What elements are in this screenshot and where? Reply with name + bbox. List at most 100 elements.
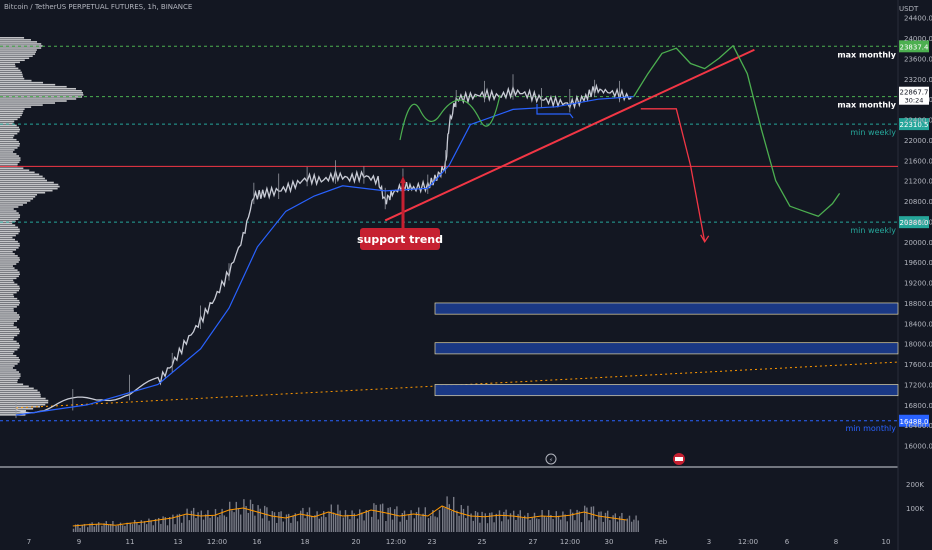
volume-bar xyxy=(633,519,635,532)
volume-profile-bar xyxy=(0,77,25,80)
volume-bar xyxy=(166,525,169,532)
volume-profile-bar xyxy=(0,81,44,84)
volume-profile-bar xyxy=(0,171,35,174)
volume-profile-bar xyxy=(0,346,20,349)
volume-bar xyxy=(521,518,524,532)
volume-profile-bar xyxy=(0,236,13,239)
volume-bar xyxy=(249,499,252,532)
volume-profile-bar xyxy=(0,112,23,115)
price-tick-label: 21600.0 xyxy=(904,157,932,165)
volume-profile-bar xyxy=(0,191,46,194)
volume-bar xyxy=(600,511,602,532)
volume-bar xyxy=(448,504,450,532)
volume-bar xyxy=(363,520,365,532)
volume-bar xyxy=(83,523,86,532)
volume-bar xyxy=(621,512,623,532)
level-label: max monthly xyxy=(837,50,896,59)
volume-bar xyxy=(91,522,93,532)
volume-profile-bar xyxy=(0,265,13,267)
volume-bar xyxy=(626,518,628,532)
volume-bar xyxy=(110,524,112,532)
volume-profile-bar xyxy=(0,175,43,178)
volume-bar xyxy=(503,511,505,532)
volume-bar xyxy=(330,504,332,532)
volume-bar xyxy=(430,515,432,532)
volume-bar xyxy=(491,512,493,532)
volume-profile-bar xyxy=(0,306,17,308)
volume-profile-bar xyxy=(0,377,20,379)
volume-profile-bar xyxy=(0,106,32,108)
volume-profile-bar xyxy=(0,318,20,320)
volume-profile-bar xyxy=(0,136,14,139)
volume-bar xyxy=(545,517,548,532)
volume-profile-bar xyxy=(0,385,29,388)
volume-bar xyxy=(160,523,162,532)
price-tick-label: 20800.0 xyxy=(904,198,932,206)
volume-bar xyxy=(382,503,384,532)
volume-profile-bar xyxy=(0,151,14,153)
volume-bar xyxy=(337,504,339,532)
price-tick-label: 16000.0 xyxy=(904,443,932,451)
chart-title: Bitcoin / TetherUS PERPETUAL FUTURES, 1h… xyxy=(4,3,193,11)
volume-bar xyxy=(146,524,148,532)
volume-bar xyxy=(276,522,278,532)
volume-profile-bar xyxy=(0,214,21,216)
volume-profile-bar xyxy=(0,63,16,66)
volume-bar xyxy=(588,520,590,532)
volume-bar xyxy=(361,512,363,532)
time-tick-label: 9 xyxy=(77,538,81,546)
volume-bar xyxy=(367,511,370,532)
volume-bar xyxy=(557,515,560,532)
volume-bar xyxy=(359,509,361,532)
volume-profile-bar xyxy=(0,352,14,355)
volume-profile-bar xyxy=(0,354,17,357)
volume-profile-bar xyxy=(0,173,40,176)
volume-profile-bar xyxy=(0,202,28,204)
volume-bar xyxy=(93,526,95,532)
volume-profile-bar xyxy=(0,275,19,278)
volume-bar xyxy=(446,496,448,532)
volume-profile-bar xyxy=(0,51,36,53)
volume-bar xyxy=(79,528,81,532)
volume-bar xyxy=(266,507,268,532)
level-badge-text: 20386.0 xyxy=(900,219,929,227)
volume-profile-bar xyxy=(0,96,83,98)
volume-profile-bar xyxy=(0,387,34,390)
volume-bar xyxy=(221,508,223,532)
time-tick-label: 30 xyxy=(605,538,614,546)
annotation-text: support trend xyxy=(357,233,443,246)
price-tick-label: 24400.0 xyxy=(904,15,932,23)
demand-zone xyxy=(434,302,899,315)
volume-bar xyxy=(387,507,389,532)
volume-bar xyxy=(586,507,588,532)
lightning-icon[interactable] xyxy=(545,453,557,465)
volume-bar xyxy=(477,512,479,532)
volume-bar xyxy=(209,517,211,532)
volume-profile-bar xyxy=(0,326,17,329)
volume-bar xyxy=(105,521,107,532)
volume-profile-bar xyxy=(0,373,21,375)
volume-bar xyxy=(408,514,410,532)
volume-bar xyxy=(205,514,207,532)
volume-profile-bar xyxy=(0,65,16,68)
volume-profile-bar xyxy=(0,330,20,333)
price-tick-label: 18800.0 xyxy=(904,300,932,308)
volume-profile-bar xyxy=(0,389,38,392)
volume-bar xyxy=(140,520,142,532)
volume-bar xyxy=(373,503,375,532)
annotation-pointer-tip xyxy=(400,176,406,183)
time-tick-label: 12:00 xyxy=(560,538,580,546)
volume-bar xyxy=(117,525,119,532)
volume-bar xyxy=(75,524,77,532)
volume-profile-bar xyxy=(0,340,17,343)
volume-profile-bar xyxy=(0,332,20,335)
volume-profile-bar xyxy=(0,361,20,363)
volume-bar xyxy=(252,504,254,532)
volume-bar xyxy=(188,520,190,532)
volume-ma xyxy=(72,505,627,527)
volume-profile-bar xyxy=(0,399,49,402)
level-label: min weekly xyxy=(850,226,896,235)
volume-bar xyxy=(628,515,631,532)
price-tick-label: 22400.0 xyxy=(904,117,932,125)
